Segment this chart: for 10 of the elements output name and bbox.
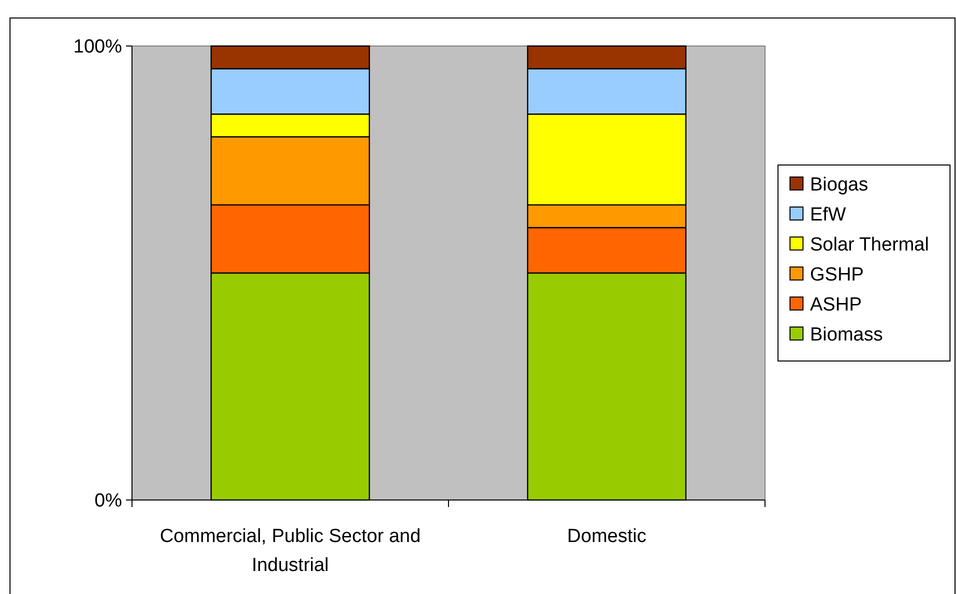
y-tick-label: 100% — [73, 36, 122, 58]
legend-label: Biomass — [810, 324, 883, 346]
x-tick-label: Domestic — [567, 526, 646, 547]
y-tick-label: 0% — [94, 490, 122, 512]
legend-label: Biogas — [810, 174, 868, 196]
legend-label: Solar Thermal — [810, 234, 929, 256]
legend-label: ASHP — [810, 294, 862, 316]
legend-label: EfW — [810, 204, 846, 226]
x-tick-label: Commercial, Public Sector and Industrial — [160, 526, 421, 576]
legend-label: GSHP — [810, 264, 864, 286]
